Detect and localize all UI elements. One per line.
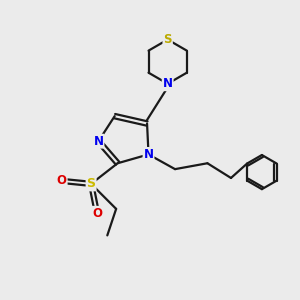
Text: S: S (164, 33, 172, 46)
Text: O: O (57, 174, 67, 188)
Text: N: N (94, 135, 103, 148)
Text: S: S (87, 177, 96, 190)
Text: N: N (143, 148, 154, 161)
Text: N: N (163, 77, 173, 90)
Text: O: O (92, 207, 102, 220)
